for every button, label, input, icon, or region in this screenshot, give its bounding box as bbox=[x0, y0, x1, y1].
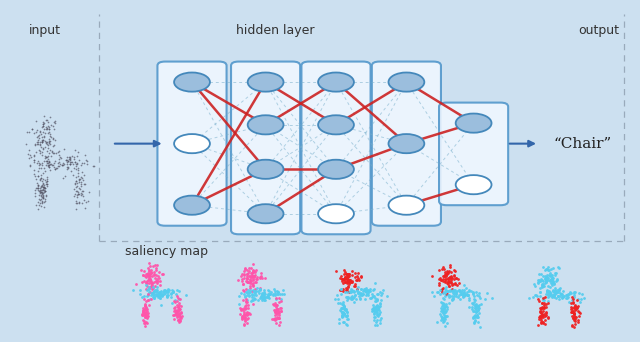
Text: output: output bbox=[578, 24, 619, 37]
Circle shape bbox=[248, 115, 284, 134]
Circle shape bbox=[388, 196, 424, 215]
Text: hidden layer: hidden layer bbox=[236, 24, 314, 37]
Circle shape bbox=[318, 73, 354, 92]
FancyBboxPatch shape bbox=[231, 62, 300, 234]
Text: saliency map: saliency map bbox=[125, 245, 208, 258]
Circle shape bbox=[388, 134, 424, 153]
Circle shape bbox=[456, 114, 492, 133]
Text: “Chair”: “Chair” bbox=[554, 137, 612, 150]
Circle shape bbox=[318, 204, 354, 223]
Circle shape bbox=[318, 160, 354, 179]
Circle shape bbox=[318, 115, 354, 134]
Text: input: input bbox=[29, 24, 61, 37]
FancyBboxPatch shape bbox=[301, 62, 371, 234]
FancyBboxPatch shape bbox=[157, 62, 227, 226]
Circle shape bbox=[248, 204, 284, 223]
FancyBboxPatch shape bbox=[372, 62, 441, 226]
Circle shape bbox=[174, 73, 210, 92]
Circle shape bbox=[248, 73, 284, 92]
Circle shape bbox=[174, 196, 210, 215]
Circle shape bbox=[456, 175, 492, 194]
Circle shape bbox=[174, 134, 210, 153]
FancyBboxPatch shape bbox=[439, 103, 508, 205]
Circle shape bbox=[248, 160, 284, 179]
Circle shape bbox=[388, 73, 424, 92]
